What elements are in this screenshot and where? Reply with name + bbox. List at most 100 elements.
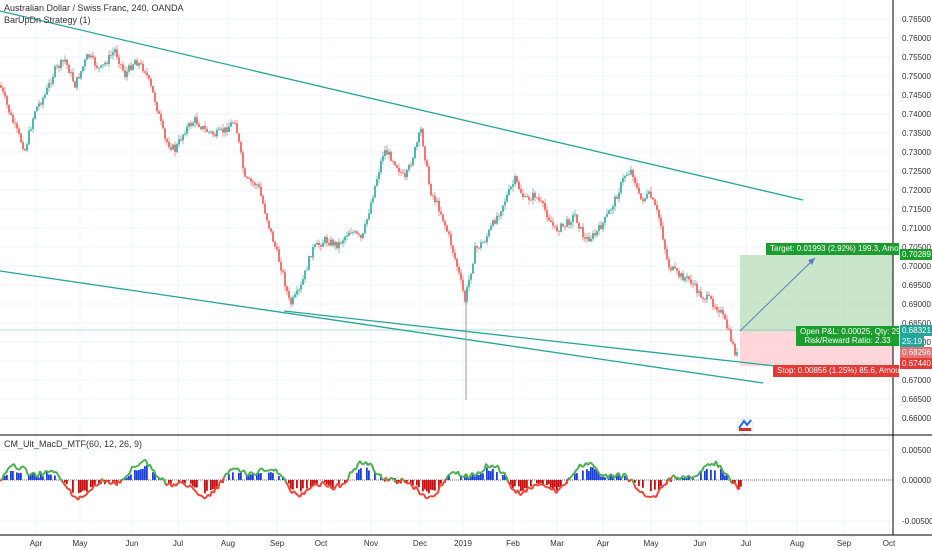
macd-line-segment [259,467,263,470]
macd-hist-bar [248,475,250,480]
macd-hist-bar [246,474,248,480]
macd-line-segment [593,465,597,469]
macd-line-segment [185,485,189,489]
strategy-label[interactable]: BarUpDn Strategy (1) [4,15,91,25]
candle-body [348,232,350,236]
candle-body [88,54,90,58]
macd-line-segment [571,472,575,477]
macd-line-segment [591,463,595,467]
candle-body [546,209,548,218]
candlestick-series [0,44,738,358]
macd-line-segment [549,487,553,491]
candle-body [712,298,714,307]
macd-line-segment [545,485,549,489]
macd-axis[interactable]: 0.00500 0.00000 -0.00500 [902,446,932,526]
macd-line-segment [139,461,143,465]
candle-body [360,234,362,238]
macd-hist-bar [492,468,494,480]
macd-hist-bar [40,472,42,480]
candle-body [32,118,34,130]
macd-line-segment [21,465,25,469]
candle-body [500,211,502,216]
candle-body [210,131,212,133]
macd-hist-bar [282,477,284,480]
candle-body [146,72,148,76]
channel-lines[interactable] [0,10,804,384]
candle-body [662,226,664,240]
macd-hist-bar [154,472,156,480]
macd-line-segment [625,474,629,481]
candle-body [512,184,514,187]
macd-hist-bar [288,480,290,484]
candle-body [24,149,26,151]
candle-body [670,267,672,271]
macd-hist-bar [502,474,504,480]
candle-body [724,314,726,320]
macd-hist-bar [430,480,432,490]
candle-body [358,233,360,235]
open-pnl-label[interactable]: Open P&L: 0.00025, Qty: 29205 Risk/Rewar… [796,326,899,346]
candle-body [48,83,50,88]
macd-line-segment [233,467,237,471]
candle-body [278,249,280,262]
target-zone[interactable] [740,255,893,331]
candle-body [126,71,128,78]
macd-line-segment [15,467,19,471]
candle-body [558,231,560,232]
time-tick-label: Apr [30,539,43,548]
macd-line-segment [41,473,45,477]
indicator-label[interactable]: CM_Ult_MacD_MTF(60, 12, 26, 9) [4,439,143,449]
macd-hist-bar [432,480,434,490]
candle-body [508,188,510,195]
candle-body [356,231,358,234]
macd-hist-bar [496,472,498,480]
macd-hist-bar [90,480,92,488]
macd-tick-label: 0.00000 [902,476,931,485]
macd-line-segment [309,485,313,490]
macd-line-segment [623,472,627,476]
candle-body [118,57,120,64]
candle-body [300,284,302,290]
price-tick-label: 0.72000 [902,186,931,195]
candle-body [212,131,214,135]
price-tick-label: 0.74000 [902,110,931,119]
time-tick-label: Mar [550,539,564,548]
price-tick-label: 0.70500 [902,243,931,252]
macd-hist-bar [4,475,6,480]
macd-line-segment [643,493,647,498]
candle-body [368,213,370,220]
time-tick-label: Oct [883,539,896,548]
macd-line-segment [279,473,283,478]
macd-hist-bar [440,480,442,484]
candle-body [112,52,114,56]
candle-body [634,177,636,184]
chart-title[interactable]: Australian Dollar / Swiss Franc, 240, OA… [4,3,184,13]
macd-line-segment [247,471,251,477]
macd-line-segment [107,480,111,485]
macd-line-segment [519,493,523,497]
macd-line-segment [403,480,407,484]
macd-line-segment [333,485,337,491]
candle-body [408,164,410,171]
macd-hist-bar [12,471,14,480]
price-tick-label: 0.72500 [902,167,931,176]
time-axis[interactable]: Apr May Jun Jul Aug Sep Oct Nov Dec 2019 Feb Mar Apr… [30,539,896,548]
macd-hist-bar [196,480,198,488]
candle-body [690,279,692,284]
macd-hist-bar [434,480,436,491]
candle-body [646,193,648,199]
candle-body [460,272,462,280]
macd-hist-bar [332,480,334,489]
macd-line-segment [701,466,705,472]
candle-body [732,341,734,344]
candle-body [640,193,642,200]
candle-body [188,122,190,127]
candle-body [256,184,258,186]
macd-line-segment [721,468,725,474]
stop-label[interactable]: Stop: 0.00856 (1.25%) 85.6, Amount: 75 [773,365,899,377]
candle-body [96,65,98,68]
target-label[interactable]: Target: 0.01993 (2.92%) 199.3, Amount: 1 [766,243,899,255]
macd-line-segment [53,470,57,474]
macd-line-segment [251,471,255,476]
